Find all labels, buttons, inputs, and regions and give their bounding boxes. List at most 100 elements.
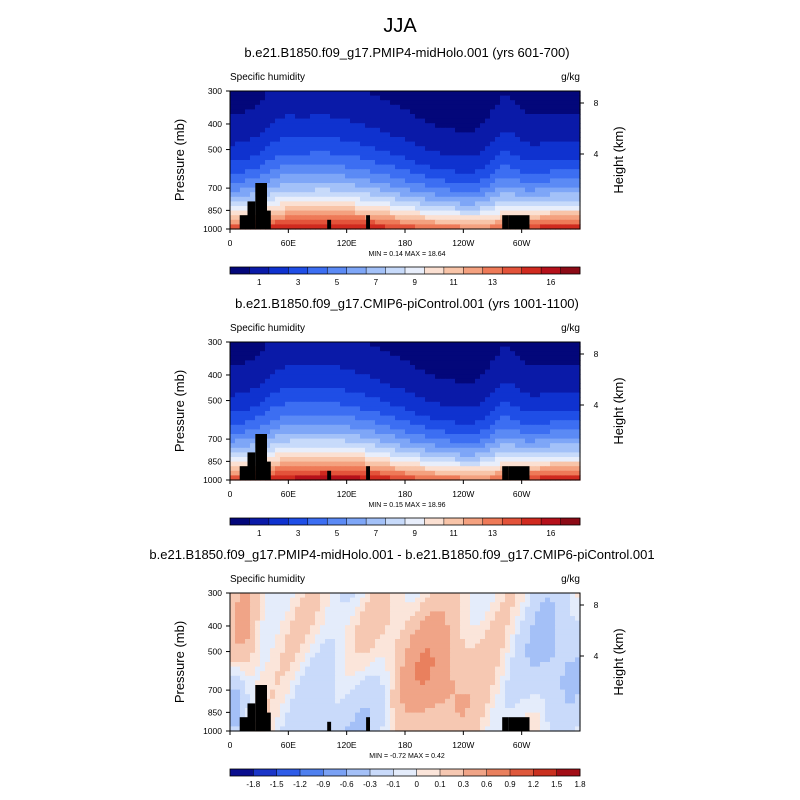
heatmap-cell xyxy=(340,369,346,375)
heatmap-cell xyxy=(415,388,421,394)
heatmap-cell xyxy=(535,169,541,175)
heatmap-cell xyxy=(305,434,311,440)
heatmap-cell xyxy=(430,160,436,166)
heatmap-cell xyxy=(345,360,351,366)
heatmap-cell xyxy=(470,91,476,97)
heatmap-cell xyxy=(255,173,261,179)
heatmap-cell xyxy=(390,100,396,106)
heatmap-cell xyxy=(340,173,346,179)
heatmap-cell xyxy=(370,219,376,225)
heatmap-cell xyxy=(530,155,536,161)
heatmap-cell xyxy=(325,360,331,366)
heatmap-cell xyxy=(420,132,426,138)
heatmap-cell xyxy=(275,378,281,384)
heatmap-cell xyxy=(365,447,371,453)
heatmap-cell xyxy=(410,593,416,599)
heatmap-cell xyxy=(435,457,441,463)
heatmap-cell xyxy=(535,620,541,626)
heatmap-cell xyxy=(515,415,521,421)
heatmap-cell xyxy=(280,169,286,175)
heatmap-cell xyxy=(410,173,416,179)
heatmap-cell xyxy=(445,616,451,622)
heatmap-cell xyxy=(415,429,421,435)
heatmap-cell xyxy=(435,606,441,612)
heatmap-cell xyxy=(335,438,341,444)
heatmap-cell xyxy=(275,461,281,467)
heatmap-cell xyxy=(375,434,381,440)
heatmap-cell xyxy=(360,155,366,161)
heatmap-cell xyxy=(295,606,301,612)
heatmap-cell xyxy=(400,452,406,458)
heatmap-cell xyxy=(240,123,246,129)
heatmap-cell xyxy=(510,169,516,175)
heatmap-cell xyxy=(495,164,501,170)
heatmap-cell xyxy=(525,109,531,115)
heatmap-cell xyxy=(545,219,551,225)
heatmap-cell xyxy=(400,192,406,198)
heatmap-cell xyxy=(450,424,456,430)
heatmap-cell xyxy=(400,123,406,129)
heatmap-cell xyxy=(550,100,556,106)
heatmap-cell xyxy=(340,201,346,207)
heatmap-cell xyxy=(570,443,576,449)
heatmap-cell xyxy=(375,351,381,357)
heatmap-cell xyxy=(470,406,476,412)
heatmap-cell xyxy=(515,346,521,352)
heatmap-cell xyxy=(360,461,366,467)
heatmap-cell xyxy=(535,611,541,617)
heatmap-cell xyxy=(540,109,546,115)
heatmap-cell xyxy=(275,374,281,380)
heatmap-cell xyxy=(475,146,481,152)
heatmap-cell xyxy=(230,351,236,357)
heatmap-cell xyxy=(520,150,526,156)
heatmap-cell xyxy=(280,620,286,626)
heatmap-cell xyxy=(305,160,311,166)
heatmap-cell xyxy=(250,383,256,389)
heatmap-cell xyxy=(530,206,536,212)
heatmap-cell xyxy=(260,114,266,120)
heatmap-cell xyxy=(330,146,336,152)
heatmap-cell xyxy=(310,620,316,626)
heatmap-cell xyxy=(555,625,561,631)
heatmap-cell xyxy=(455,378,461,384)
heatmap-cell xyxy=(500,420,506,426)
heatmap-cell xyxy=(385,146,391,152)
heatmap-cell xyxy=(345,401,351,407)
heatmap-cell xyxy=(295,447,301,453)
heatmap-cell xyxy=(370,224,376,230)
heatmap-cell xyxy=(230,137,236,143)
heatmap-cell xyxy=(440,183,446,189)
heatmap-cell xyxy=(465,457,471,463)
heatmap-cell xyxy=(470,169,476,175)
heatmap-cell xyxy=(330,187,336,193)
heatmap-cell xyxy=(280,109,286,115)
heatmap-cell xyxy=(340,360,346,366)
heatmap-cell xyxy=(235,597,241,603)
heatmap-cell xyxy=(565,365,571,371)
heatmap-cell xyxy=(530,118,536,124)
heatmap-cell xyxy=(495,401,501,407)
heatmap-cell xyxy=(265,593,271,599)
heatmap-cell xyxy=(230,150,236,156)
heatmap-cell xyxy=(485,602,491,608)
heatmap-cell xyxy=(575,178,581,184)
heatmap-cell xyxy=(510,104,516,110)
heatmap-cell xyxy=(320,183,326,189)
heatmap-cell xyxy=(520,452,526,458)
heatmap-cell xyxy=(325,625,331,631)
heatmap-cell xyxy=(540,160,546,166)
heatmap-cell xyxy=(355,388,361,394)
heatmap-cell xyxy=(285,438,291,444)
heatmap-cell xyxy=(305,118,311,124)
heatmap-cell xyxy=(285,183,291,189)
heatmap-cell xyxy=(480,406,486,412)
heatmap-cell xyxy=(460,443,466,449)
heatmap-cell xyxy=(530,173,536,179)
heatmap-cell xyxy=(230,219,236,225)
heatmap-cell xyxy=(355,137,361,143)
heatmap-cell xyxy=(465,411,471,417)
heatmap-cell xyxy=(440,397,446,403)
heatmap-cell xyxy=(380,355,386,361)
heatmap-cell xyxy=(320,173,326,179)
heatmap-cell xyxy=(250,141,256,147)
